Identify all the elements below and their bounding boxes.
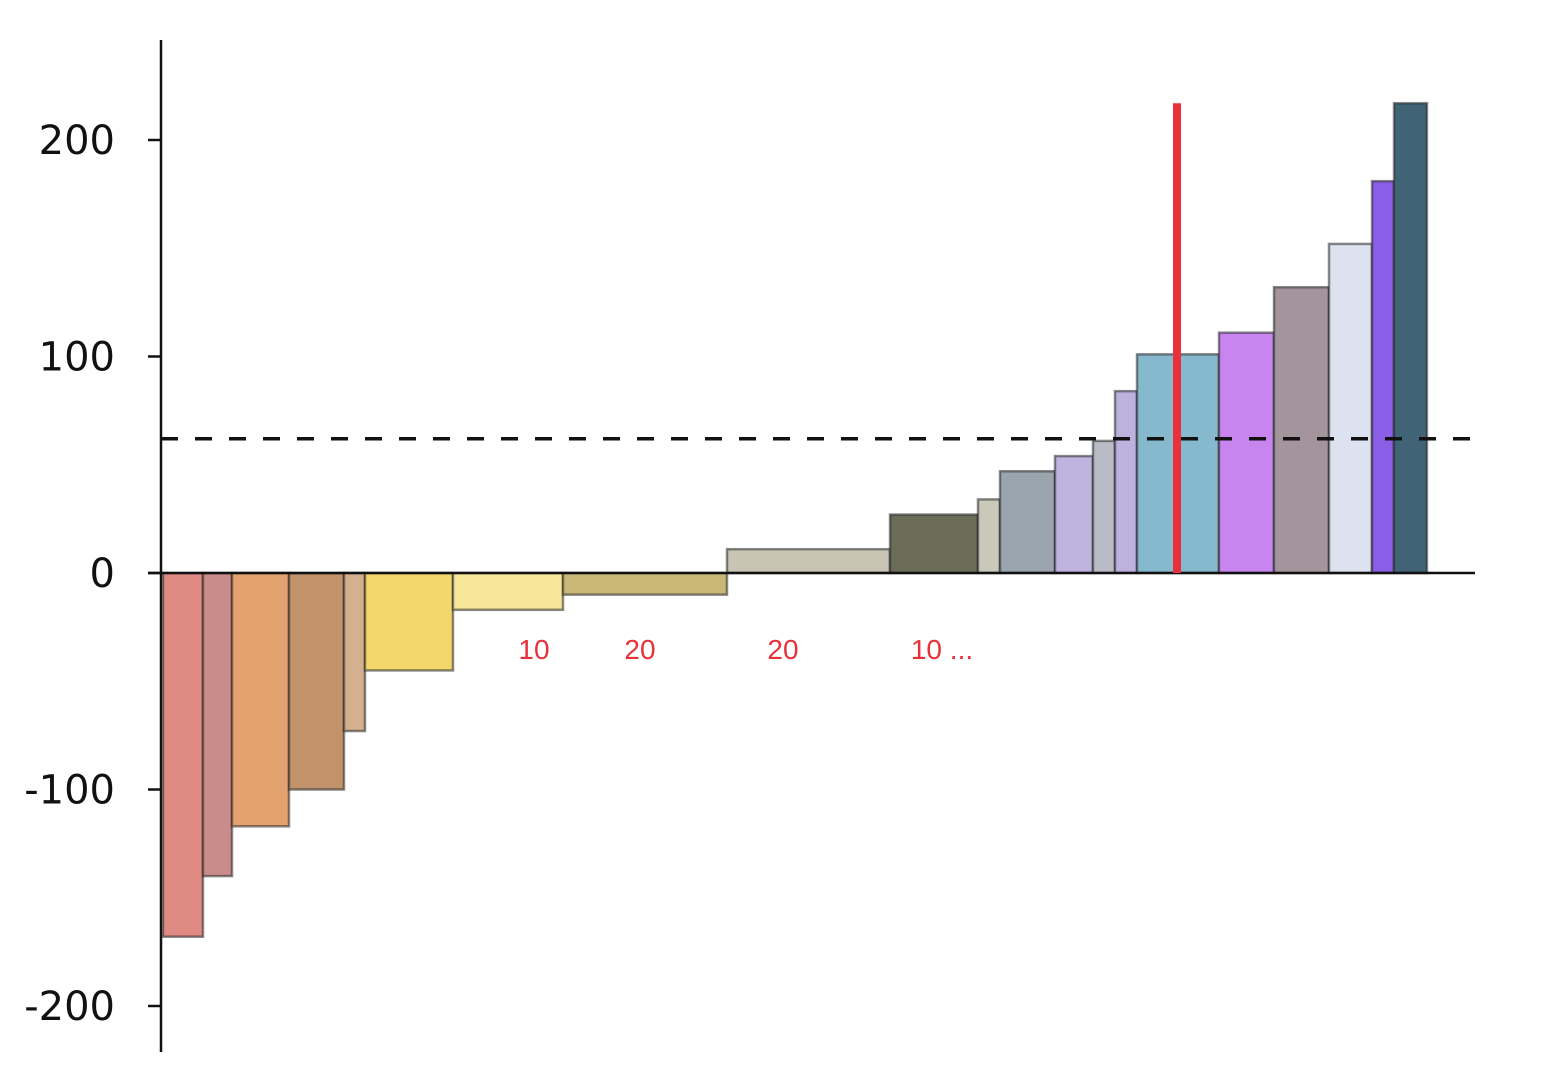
- bar-8: [561, 571, 729, 596]
- bar-6: [363, 571, 455, 672]
- bar-19: [1327, 242, 1374, 575]
- annotations-group: 10 20 20 10 ...: [518, 634, 973, 665]
- y-tick-label: -100: [24, 768, 115, 814]
- annotation-label: 10: [518, 634, 549, 665]
- y-tick-label: 100: [39, 335, 115, 381]
- y-tick-label: -200: [24, 984, 115, 1030]
- bar-1: [161, 571, 205, 938]
- bars-group: [161, 101, 1429, 938]
- bar-7: [451, 571, 565, 612]
- bar-3: [230, 571, 291, 828]
- bar-17: [1217, 331, 1276, 575]
- bar-14: [1091, 439, 1117, 575]
- bar-20: [1370, 179, 1396, 575]
- bar-18: [1272, 285, 1331, 575]
- y-tick-label: 200: [39, 118, 115, 164]
- bar-11: [976, 498, 1002, 575]
- bar-13: [1053, 454, 1095, 575]
- annotation-label: 10 ...: [911, 634, 973, 665]
- y-ticks-group: 200 100 0 -100 -200: [24, 118, 161, 1030]
- bar-21: [1392, 101, 1429, 575]
- bar-10: [888, 513, 980, 575]
- y-tick-label: 0: [90, 551, 115, 597]
- annotation-label: 20: [767, 634, 798, 665]
- bar-5: [342, 571, 367, 733]
- bar-9: [725, 547, 892, 575]
- annotation-label: 20: [624, 634, 655, 665]
- bar-2: [201, 571, 234, 878]
- bar-4: [287, 571, 346, 791]
- bar-15: [1113, 389, 1139, 575]
- bar-12: [998, 469, 1057, 575]
